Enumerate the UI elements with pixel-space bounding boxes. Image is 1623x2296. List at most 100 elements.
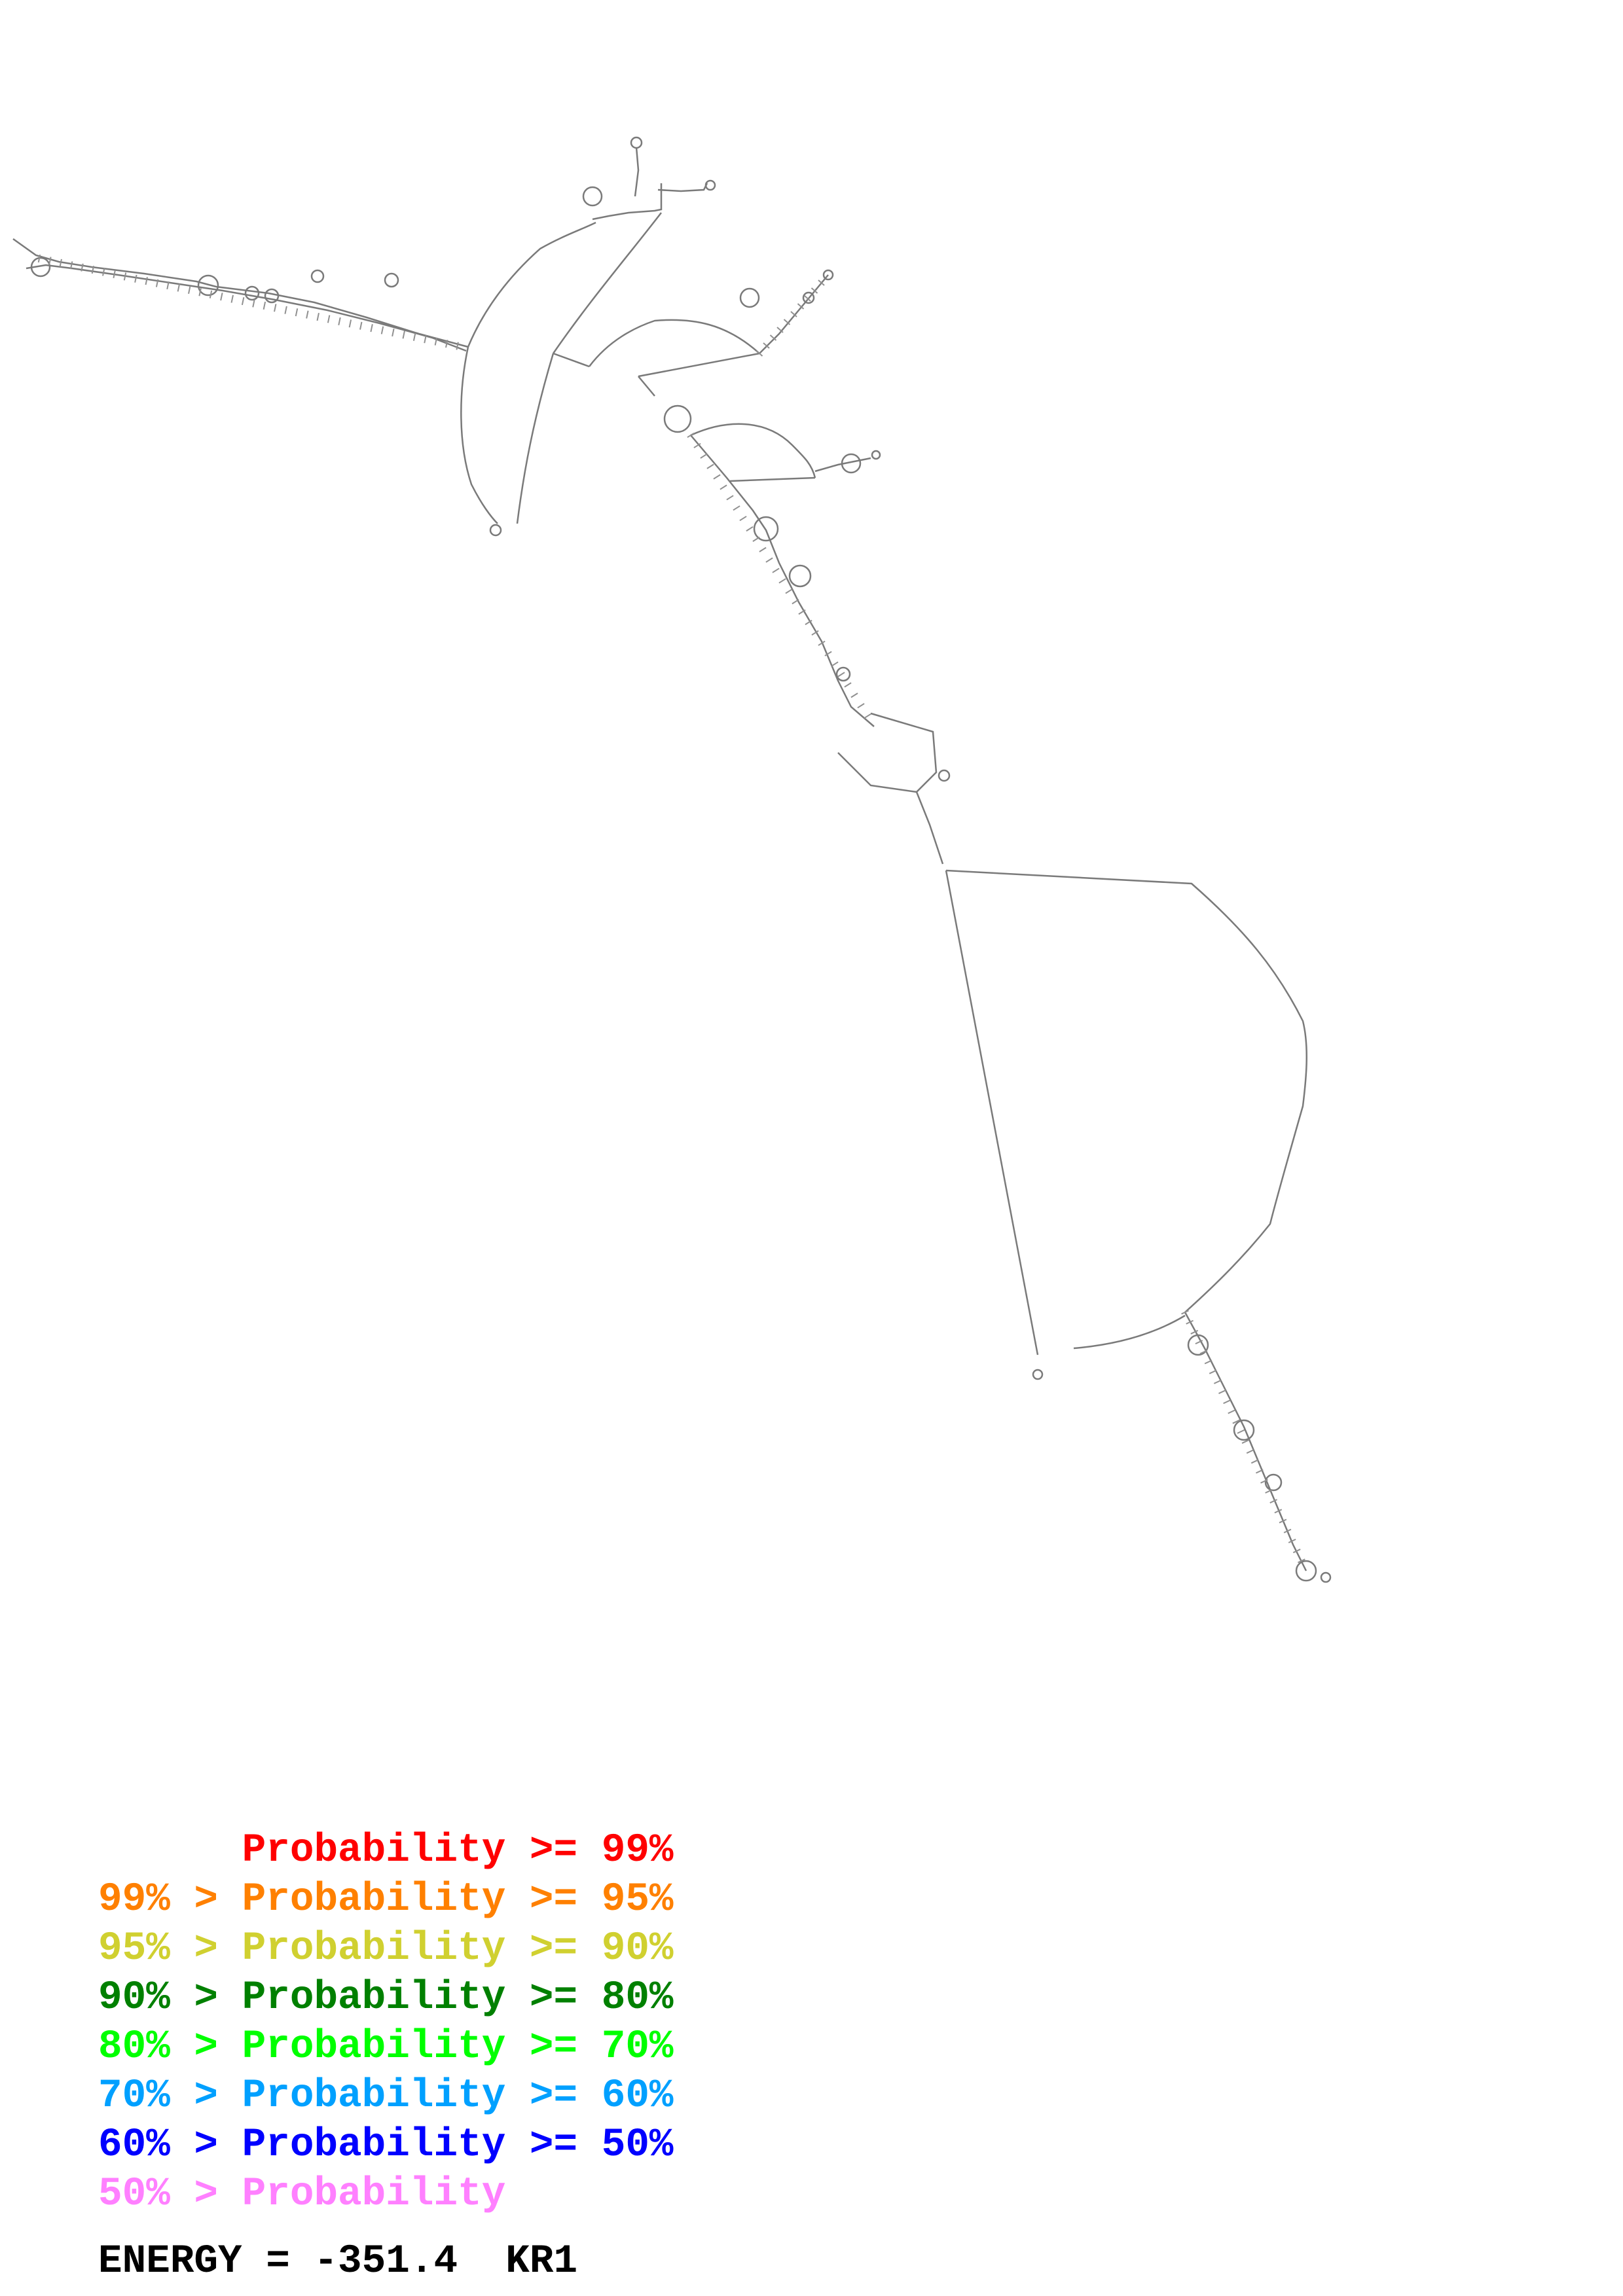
base-pair-tick (102, 268, 105, 276)
base-pair-tick (220, 293, 223, 301)
base-pair-tick (348, 319, 352, 328)
base-pair-tick (804, 295, 811, 302)
base-pair-tick (772, 567, 780, 573)
base-pair-tick (1209, 1369, 1217, 1374)
base-pair-tick (763, 342, 770, 349)
base-pair-tick (59, 259, 62, 267)
upper-right-loop-3 (822, 269, 834, 281)
base-pair-tick (1228, 1409, 1236, 1414)
base-pair-tick (739, 516, 747, 522)
base-pair-tick (327, 315, 331, 323)
right-hairpin (814, 457, 871, 473)
multiloop-arc-b (552, 212, 662, 354)
base-pair-tick (392, 328, 395, 337)
base-pair-tick (700, 453, 708, 459)
base-pair-tick (706, 463, 714, 469)
lower-left-loop (1032, 1369, 1044, 1380)
legend-item: 99% > Probability >= 95% (98, 1877, 674, 1922)
base-pair-tick (434, 337, 438, 346)
top-hairpin-loop-2 (630, 136, 643, 149)
base-pair-tick (188, 285, 191, 295)
middle-loop (837, 712, 938, 793)
base-pair-tick (850, 692, 858, 698)
base-pair-tick (759, 547, 767, 552)
base-pair-tick (402, 331, 405, 339)
base-pair-tick (818, 640, 826, 646)
branch-line-1 (638, 352, 760, 378)
base-pair-tick (824, 651, 832, 656)
base-pair-tick (1218, 1390, 1226, 1394)
loop-5 (310, 269, 325, 283)
base-pair-tick (166, 281, 170, 290)
top-hairpin (592, 183, 663, 221)
base-pair-tick (1190, 1329, 1199, 1335)
helix-arm-left (12, 238, 469, 348)
base-pair-tick (693, 442, 701, 448)
base-pair-tick (805, 620, 812, 626)
connector-1 (553, 352, 590, 368)
base-pair-tick (765, 557, 773, 563)
lower-big-loop-left (945, 870, 1039, 1355)
base-pair-tick (831, 661, 839, 667)
base-pair-tick (752, 536, 760, 542)
base-pair-tick (1260, 1479, 1268, 1484)
base-pair-tick (1250, 1459, 1259, 1464)
central-line (729, 476, 816, 482)
base-pair-tick (1186, 1319, 1194, 1325)
base-pair-tick (81, 263, 84, 272)
legend-item: 90% > Probability >= 80% (98, 1975, 674, 2020)
base-pair-tick (359, 321, 363, 330)
legend-item: 60% > Probability >= 50% (98, 2123, 674, 2168)
base-pair-tick (746, 526, 754, 532)
base-pair-tick (811, 287, 818, 294)
legend-item: 70% > Probability >= 60% (98, 2073, 674, 2119)
base-pair-tick (274, 304, 277, 312)
base-pair-tick (1288, 1538, 1296, 1543)
base-pair-tick (295, 308, 299, 317)
energy-label: ENERGY = -351.4 KR1 (98, 2239, 578, 2284)
base-pair-tick (733, 505, 740, 511)
base-pair-tick (1265, 1489, 1273, 1494)
base-pair-tick (1283, 1528, 1292, 1534)
upper-right-loop-1 (739, 287, 760, 308)
base-pair-tick (177, 283, 181, 292)
base-pair-tick (412, 332, 416, 341)
loop-3 (244, 285, 260, 301)
backbone (12, 136, 1332, 1583)
base-pair-tick (1237, 1429, 1245, 1434)
base-pair-tick (263, 301, 266, 310)
base-pair-tick (1298, 1558, 1305, 1564)
base-pair-tick (424, 335, 427, 344)
helix-arm-left-strand (26, 264, 467, 352)
lower-big-loop-right (945, 869, 1308, 1313)
base-pair-tick (69, 261, 73, 270)
base-pair-tick (1181, 1310, 1189, 1315)
probability-legend: Probability >= 99% 99% > Probability >= 9… (98, 1826, 949, 2219)
legend-item: 95% > Probability >= 90% (98, 1926, 674, 1971)
base-pair-tick (1241, 1439, 1250, 1444)
base-pair-tick (811, 630, 819, 636)
bottom-loop-5 (1320, 1571, 1332, 1583)
base-pair-tick (338, 317, 341, 325)
central-helix-loop-2 (788, 564, 812, 588)
base-pair-tick (445, 340, 448, 348)
base-pair-tick (720, 484, 727, 490)
base-pair-tick (284, 306, 287, 314)
legend-item: Probability >= 99% (98, 1828, 674, 1873)
base-pair-tick (316, 312, 319, 321)
middle-loop-small (938, 769, 951, 782)
base-pair-tick (123, 272, 127, 281)
base-pair-tick (837, 672, 845, 677)
base-pair-tick (306, 310, 309, 319)
base-pair-tick (1199, 1350, 1208, 1355)
base-pair-tick (1232, 1419, 1241, 1424)
base-pair-tick (380, 326, 384, 334)
base-pair-tick (1274, 1509, 1283, 1514)
lower-arc (1073, 1314, 1186, 1350)
base-pair-tick (726, 495, 734, 501)
base-pair-tick (776, 327, 784, 333)
base-pair-tick (1246, 1449, 1254, 1454)
left-small-loop (489, 524, 502, 537)
base-pair-tick (792, 599, 799, 605)
loop-2 (197, 274, 219, 296)
